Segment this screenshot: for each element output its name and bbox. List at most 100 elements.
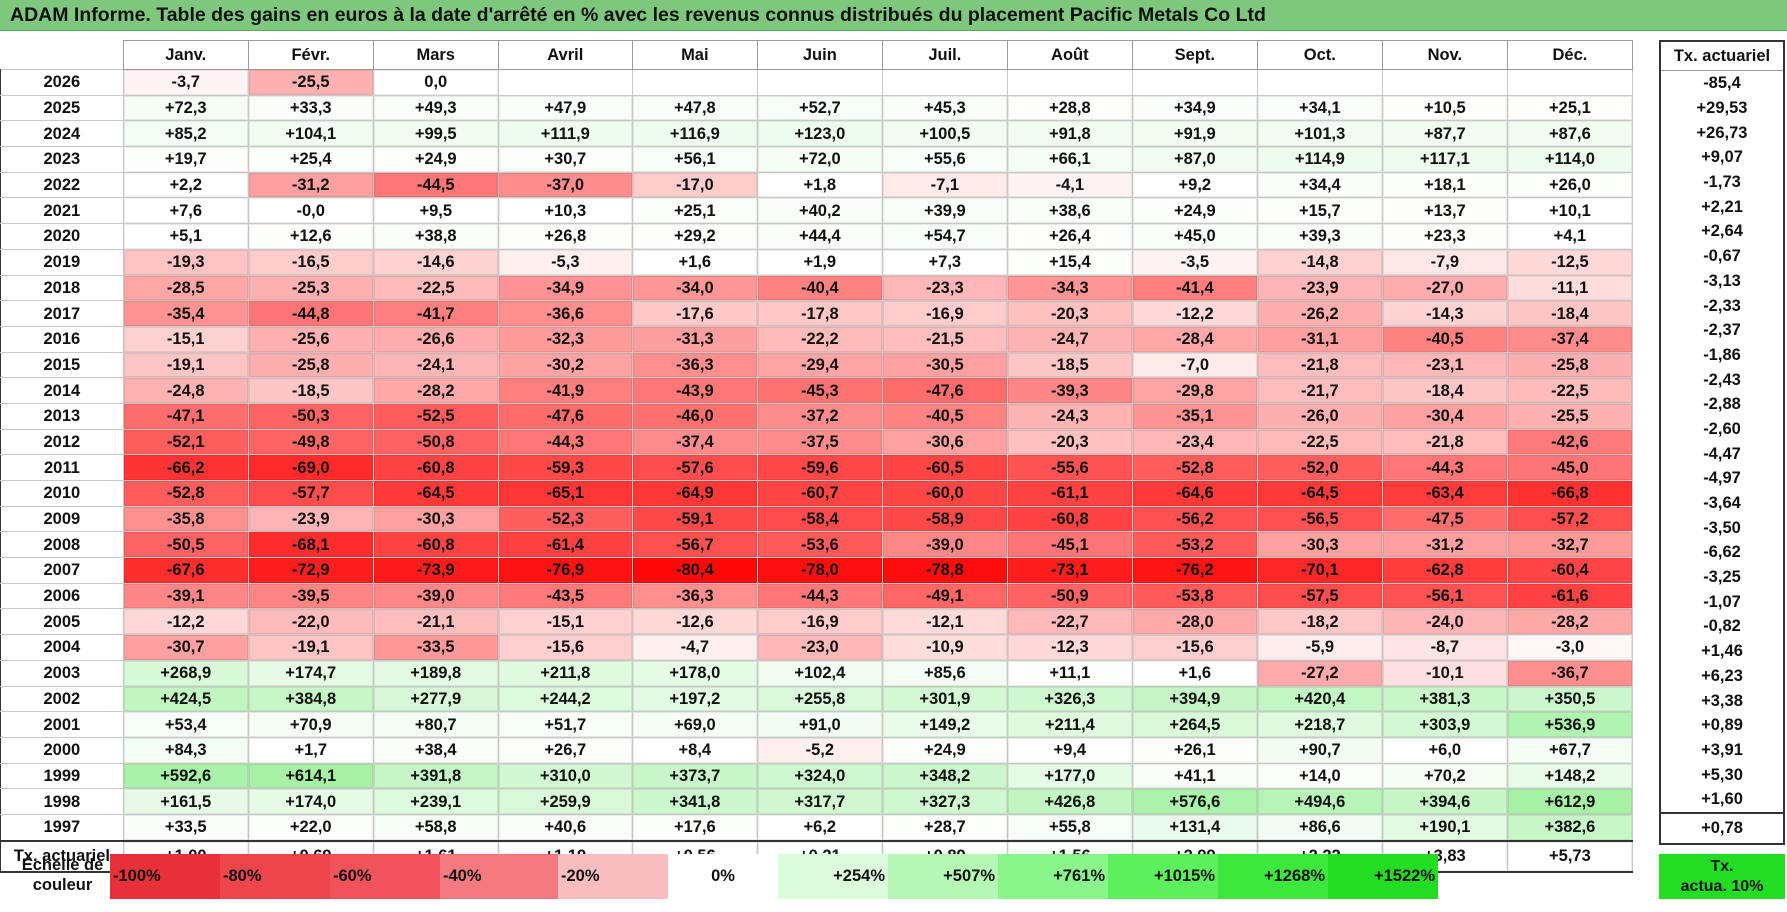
gain-cell: -72,9 xyxy=(247,557,374,584)
gain-cell: -28,2 xyxy=(1506,608,1634,636)
gain-cell xyxy=(881,69,1008,96)
gain-cell: -65,1 xyxy=(497,480,633,507)
month-header: Févr. xyxy=(247,40,374,70)
gain-cell: -57,6 xyxy=(631,454,758,481)
gain-cell: -30,7 xyxy=(122,634,249,661)
gain-cell: -24,1 xyxy=(372,351,499,379)
gain-cell: +72,3 xyxy=(122,94,249,122)
gain-cell: +28,7 xyxy=(881,813,1008,842)
gain-cell: +80,7 xyxy=(372,711,499,738)
gain-cell: -73,9 xyxy=(372,557,499,584)
gain-cell: -22,5 xyxy=(1506,377,1634,404)
gain-cell: -50,5 xyxy=(122,531,249,559)
gain-cell: +47,9 xyxy=(497,94,633,122)
color-scale-swatch: +254% xyxy=(778,854,888,899)
gain-cell: -60,5 xyxy=(881,454,1008,481)
gain-cell: -12,2 xyxy=(122,608,249,636)
gain-cell: +7,3 xyxy=(881,248,1008,276)
gain-cell: +264,5 xyxy=(1131,711,1258,738)
gain-cell: +177,0 xyxy=(1006,762,1133,790)
gain-cell: -22,7 xyxy=(1006,608,1133,636)
gain-cell: +26,8 xyxy=(497,223,633,250)
gain-cell: -44,5 xyxy=(372,171,499,199)
color-scale-swatch: 0% xyxy=(668,854,778,899)
gain-cell: +25,1 xyxy=(631,197,758,225)
rate-cell: -3,64 xyxy=(1659,490,1785,516)
gain-cell: +424,5 xyxy=(122,685,249,713)
gain-cell: +45,3 xyxy=(881,94,1008,122)
gain-cell: -21,8 xyxy=(1381,428,1508,456)
month-header-row: Janv. Févr. Mars Avril Mai Juin Juil. Ao… xyxy=(1,40,1634,70)
gain-cell: +326,3 xyxy=(1006,685,1133,713)
month-header: Oct. xyxy=(1256,40,1383,70)
gain-cell: +123,0 xyxy=(756,120,883,148)
gain-cell: +70,9 xyxy=(247,711,374,738)
table-row: 2003 +268,9 +174,7 +189,8 +211,8 +178,0 +102,4… xyxy=(0,659,1634,687)
gain-cell: -61,4 xyxy=(497,531,633,559)
gain-cell: +218,7 xyxy=(1256,711,1383,738)
color-scale-swatch: +761% xyxy=(998,854,1108,899)
rate-cell: -2,33 xyxy=(1659,293,1785,318)
gain-cell: -41,4 xyxy=(1131,274,1258,302)
gain-cell: +494,6 xyxy=(1256,788,1383,815)
gain-cell: -56,5 xyxy=(1256,505,1383,533)
gain-cell: -26,0 xyxy=(1256,402,1383,430)
gain-cell: +34,4 xyxy=(1256,171,1383,199)
gain-cell: -15,1 xyxy=(497,608,633,636)
gain-cell: -41,7 xyxy=(372,300,499,327)
month-header: Janv. xyxy=(122,40,249,70)
gain-cell: -20,3 xyxy=(1006,300,1133,327)
year-label: 2015 xyxy=(0,351,124,379)
gain-cell: +56,1 xyxy=(631,146,758,173)
gain-cell: -17,6 xyxy=(631,300,758,327)
gain-cell: -12,6 xyxy=(631,608,758,636)
gain-cell: -78,0 xyxy=(756,557,883,584)
gain-cell: -57,5 xyxy=(1256,582,1383,610)
gain-cell: -0,0 xyxy=(247,197,374,225)
month-header: Mai xyxy=(631,40,758,70)
gain-cell: -46,0 xyxy=(631,402,758,430)
gain-cell: -37,2 xyxy=(756,402,883,430)
gain-cell: -55,6 xyxy=(1006,454,1133,481)
gain-cell: -5,9 xyxy=(1256,634,1383,661)
rate-cell: +1,46 xyxy=(1659,638,1785,664)
gain-cell: -45,0 xyxy=(1506,454,1634,481)
gain-cell: +87,6 xyxy=(1506,120,1634,148)
gain-cell: -70,1 xyxy=(1256,557,1383,584)
year-label: 2022 xyxy=(0,171,124,199)
gain-cell: -18,4 xyxy=(1506,300,1634,327)
gain-cell: -78,8 xyxy=(881,557,1008,584)
gain-cell: -39,0 xyxy=(372,582,499,610)
gain-cell: -39,3 xyxy=(1006,377,1133,404)
year-label: 2017 xyxy=(0,300,124,327)
year-label: 2019 xyxy=(0,248,124,276)
color-scale-label-line2: couleur xyxy=(32,876,93,894)
gain-cell: +174,0 xyxy=(247,788,374,815)
table-row: 2005 -12,2 -22,0 -21,1 -15,1 -12,6 -16,9 -12,1-… xyxy=(0,608,1634,636)
gain-cell: -73,1 xyxy=(1006,557,1133,584)
table-row: 1999 +592,6 +614,1 +391,8 +310,0 +373,7 +324,0… xyxy=(0,762,1634,790)
gain-cell: -29,4 xyxy=(756,351,883,379)
month-header: Juin xyxy=(756,40,883,70)
gain-cell: -64,9 xyxy=(631,480,758,507)
gain-cell: +373,7 xyxy=(631,762,758,790)
gain-cell: +394,9 xyxy=(1131,685,1258,713)
gain-cell: +1,8 xyxy=(756,171,883,199)
color-scale-legend: Echelle de couleur -100% -80% -60% -40% -20%… xyxy=(0,851,1787,899)
gain-cell: -23,3 xyxy=(881,274,1008,302)
gain-cell: -5,2 xyxy=(756,736,883,764)
gain-cell xyxy=(1381,69,1508,96)
gain-cell: +149,2 xyxy=(881,711,1008,738)
gain-cell: -12,3 xyxy=(1006,634,1133,661)
table-row: 2020 +5,1 +12,6 +38,8 +26,8 +29,2 +44,4 +54,7 +2… xyxy=(0,223,1634,250)
actuarial-rate-table: Tx. actuariel -85,4 +29,53 +26,73 +9,07 -1,7… xyxy=(1659,40,1785,845)
gain-cell: +4,1 xyxy=(1506,223,1634,250)
gain-cell: -34,3 xyxy=(1006,274,1133,302)
rate-cell: +1,60 xyxy=(1659,786,1785,813)
gain-cell: -47,6 xyxy=(881,377,1008,404)
gain-cell: -67,6 xyxy=(122,557,249,584)
table-row: 2010 -52,8 -57,7 -64,5 -65,1 -64,9 -60,7 -60,0-… xyxy=(0,480,1634,507)
gain-cell: -7,1 xyxy=(881,171,1008,199)
gain-cell: +268,9 xyxy=(122,659,249,687)
gain-cell: -57,2 xyxy=(1506,505,1634,533)
